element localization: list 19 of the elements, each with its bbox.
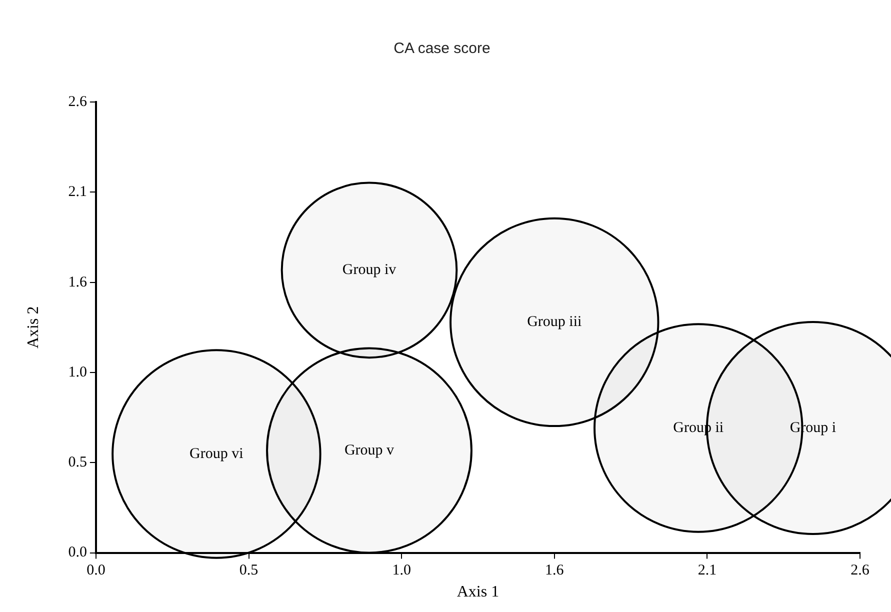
annotation: Group iii [527,314,582,330]
x-tick-label: 0.5 [239,562,258,579]
y-tick-label: 1.6 [68,274,88,290]
y-tick-label: 0.5 [68,454,87,471]
x-tick-label: 1.6 [545,562,564,579]
annotation: Group v [344,442,395,458]
x-tick-label: 0.0 [86,562,106,579]
y-tick-label: 2.6 [68,94,88,110]
y-axis-title: Axis 2 [24,306,42,349]
annotation: Group iv [342,262,397,278]
x-tick-label: 1.0 [392,562,411,579]
x-axis-title: Axis 1 [456,584,500,601]
y-tick-label: 1.0 [68,364,87,380]
annotation: Group vi [190,446,244,462]
chart-title: CA case score [394,40,490,58]
y-tick-label: 0.0 [68,544,87,561]
x-tick-label: 2.1 [698,562,717,579]
y-tick-label: 2.1 [68,184,87,200]
x-tick-label: 2.6 [850,562,870,579]
